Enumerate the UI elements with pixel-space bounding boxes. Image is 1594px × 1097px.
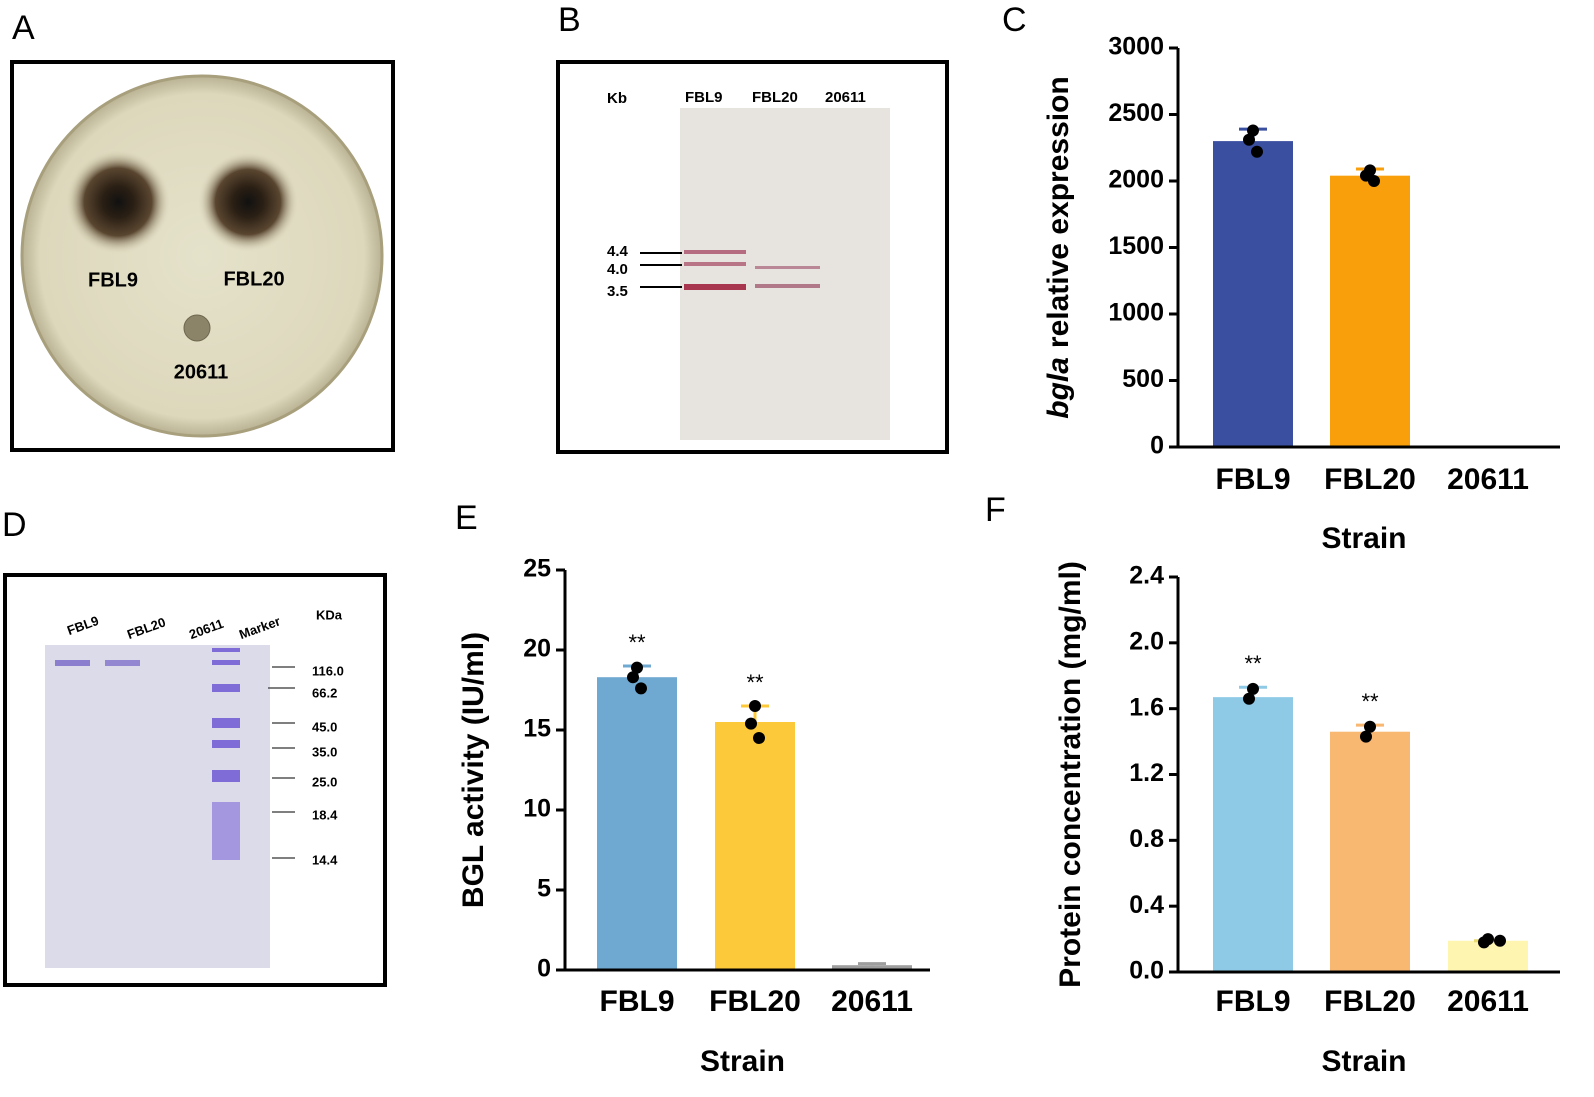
x-tick-label: 20611 xyxy=(1447,463,1529,496)
y-tick-label: 3000 xyxy=(1108,33,1164,61)
data-point xyxy=(1360,730,1372,743)
y-tick-label: 500 xyxy=(1122,365,1164,393)
panel-letter: E xyxy=(455,499,478,537)
y-axis-title-text: relative expression xyxy=(1042,76,1075,348)
size-marker: 3.5 xyxy=(607,283,628,300)
lane-header: Kb xyxy=(607,90,627,107)
bar xyxy=(1330,175,1410,447)
significance: ** xyxy=(628,630,646,655)
bar xyxy=(597,677,677,970)
unit-label: KDa xyxy=(316,607,343,622)
data-point xyxy=(1247,124,1259,137)
x-axis-title: Strain xyxy=(1321,522,1406,555)
x-tick-label: 20611 xyxy=(831,985,913,1018)
data-point xyxy=(1243,692,1255,705)
data-point xyxy=(635,682,647,695)
axis xyxy=(1176,577,1560,974)
y-tick-label: 1.6 xyxy=(1129,693,1164,721)
y-tick-label: 0 xyxy=(1150,432,1164,460)
panel-letter: D xyxy=(2,506,27,544)
significance: ** xyxy=(1361,689,1379,714)
data-point xyxy=(1494,934,1506,947)
panel-letter: A xyxy=(12,9,35,47)
error-bar xyxy=(858,962,886,966)
lane-label: FBL9 xyxy=(685,89,723,106)
x-tick-label: FBL9 xyxy=(1216,985,1291,1018)
y-tick-label: 1000 xyxy=(1108,299,1164,327)
data-point xyxy=(1368,175,1380,187)
y-tick-label: 0.0 xyxy=(1129,957,1164,985)
bar xyxy=(1330,731,1410,972)
data-point xyxy=(1364,720,1376,733)
data-point xyxy=(1251,145,1263,158)
strain-label: 20611 xyxy=(174,361,229,383)
strain-label: FBL20 xyxy=(223,268,284,290)
axis xyxy=(1176,48,1560,449)
y-tick-label: 5 xyxy=(537,875,551,903)
x-tick-label: FBL9 xyxy=(600,985,675,1018)
size-marker: 4.0 xyxy=(607,261,628,278)
data-point xyxy=(1243,133,1255,146)
x-tick-label: FBL9 xyxy=(1216,463,1291,496)
data-point xyxy=(1478,936,1490,949)
size-marker: 66.2 xyxy=(312,685,337,700)
bar xyxy=(1213,141,1293,447)
size-marker: 45.0 xyxy=(312,719,337,734)
y-tick-label: 0.4 xyxy=(1129,891,1164,919)
size-marker: 18.4 xyxy=(312,807,338,822)
significance: ** xyxy=(746,670,764,695)
plate-image: FBL9 FBL20 20611 xyxy=(10,60,395,452)
bar xyxy=(832,965,912,970)
lane-label: 20611 xyxy=(825,89,866,106)
x-axis-title: Strain xyxy=(700,1045,785,1078)
x-tick-label: 20611 xyxy=(1447,985,1529,1018)
data-point xyxy=(627,671,639,684)
size-marker: 4.4 xyxy=(607,243,629,260)
y-tick-label: 2500 xyxy=(1108,99,1164,127)
x-tick-label: FBL20 xyxy=(1324,985,1416,1018)
data-point xyxy=(749,700,761,712)
y-tick-label: 20 xyxy=(523,635,551,663)
axis xyxy=(563,570,930,972)
y-axis-title-italic: bgla xyxy=(1042,357,1075,419)
x-axis-title: Strain xyxy=(1321,1045,1406,1078)
x-tick-label: FBL20 xyxy=(1324,463,1416,496)
panel-letter: C xyxy=(1002,1,1027,39)
data-point xyxy=(631,661,643,674)
data-point xyxy=(1247,682,1259,695)
panel-letter: B xyxy=(558,1,581,39)
y-tick-label: 10 xyxy=(523,795,551,823)
significance: ** xyxy=(1244,651,1262,676)
sds-page-gel: FBL9 FBL20 20611 Marker KDa 116.0 66.2 4… xyxy=(3,573,387,987)
y-tick-label: 2000 xyxy=(1108,166,1164,194)
y-axis-title: BGL activity (IU/ml) xyxy=(457,632,490,908)
panel-letter: F xyxy=(985,491,1006,529)
x-tick-label: FBL20 xyxy=(709,985,801,1018)
southern-blot: Kb FBL9 FBL20 20611 4.4 4.0 3.5 xyxy=(556,60,949,454)
size-marker: 25.0 xyxy=(312,774,337,789)
y-axis-title: Protein concentration (mg/ml) xyxy=(1054,561,1087,988)
lane-label: FBL20 xyxy=(752,89,798,106)
y-tick-label: 15 xyxy=(523,715,551,743)
y-tick-label: 25 xyxy=(523,555,551,583)
size-marker: 116.0 xyxy=(312,663,344,678)
size-marker: 35.0 xyxy=(312,744,337,759)
data-point xyxy=(753,732,765,744)
bar xyxy=(715,722,795,970)
y-tick-label: 0 xyxy=(537,955,551,983)
strain-label: FBL9 xyxy=(88,269,138,291)
y-tick-label: 1.2 xyxy=(1129,759,1164,787)
y-tick-label: 0.8 xyxy=(1129,825,1164,853)
y-tick-label: 2.4 xyxy=(1129,562,1164,590)
bar xyxy=(1213,697,1293,972)
y-axis-title: bgla relative expression xyxy=(1042,76,1075,419)
data-point xyxy=(745,717,757,730)
size-marker: 14.4 xyxy=(312,852,338,867)
y-tick-label: 1500 xyxy=(1108,232,1164,260)
y-tick-label: 2.0 xyxy=(1129,627,1164,655)
